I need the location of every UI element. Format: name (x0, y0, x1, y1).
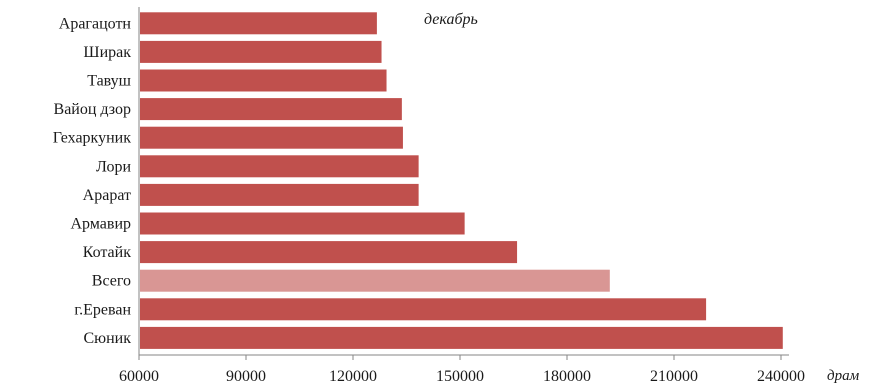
category-label-7: Армавир (70, 216, 131, 233)
bar-9 (140, 269, 610, 292)
category-label-10: г.Ереван (74, 301, 131, 318)
x-tick-label-2: 120000 (329, 368, 377, 385)
x-tick-label-1: 90000 (226, 368, 266, 385)
bar-6 (140, 183, 419, 206)
bar-1 (140, 40, 382, 63)
bar-10 (140, 298, 707, 321)
bar-0 (140, 12, 377, 35)
category-label-5: Лори (96, 158, 131, 175)
x-tick-label-3: 150000 (436, 368, 484, 385)
unit-label: драм (827, 368, 860, 384)
category-label-4: Гехаркуник (53, 130, 131, 147)
category-label-11: Сюник (83, 330, 131, 347)
category-labels-layer: Арагацотн Ширак Тавуш Вайоц дзор Гехаркуник Л… (53, 15, 132, 347)
x-tick-labels-layer: 60000 90000 120000 150000 180000 210000 240000 (119, 368, 805, 385)
category-label-1: Ширак (83, 44, 131, 61)
x-tick-label-0: 60000 (119, 368, 159, 385)
bar-5 (140, 155, 419, 178)
category-label-3: Вайоц дзор (54, 101, 131, 118)
bar-8 (140, 241, 518, 264)
x-tick-label-5: 210000 (650, 368, 698, 385)
category-label-9: Всего (92, 273, 131, 290)
bar-7 (140, 212, 465, 235)
period-label: декабрь (424, 11, 478, 28)
bar-3 (140, 98, 402, 121)
category-label-8: Котайк (83, 244, 132, 261)
x-ticks-layer (138, 355, 782, 360)
category-label-6: Арарат (83, 187, 131, 204)
category-label-2: Тавуш (87, 73, 131, 90)
bars-layer (140, 12, 783, 349)
x-tick-label-4: 180000 (543, 368, 591, 385)
x-tick-label-6: 240000 (757, 368, 805, 385)
bar-4 (140, 126, 403, 149)
bar-2 (140, 69, 387, 92)
bar-11 (140, 326, 783, 349)
category-label-0: Арагацотн (59, 15, 132, 32)
